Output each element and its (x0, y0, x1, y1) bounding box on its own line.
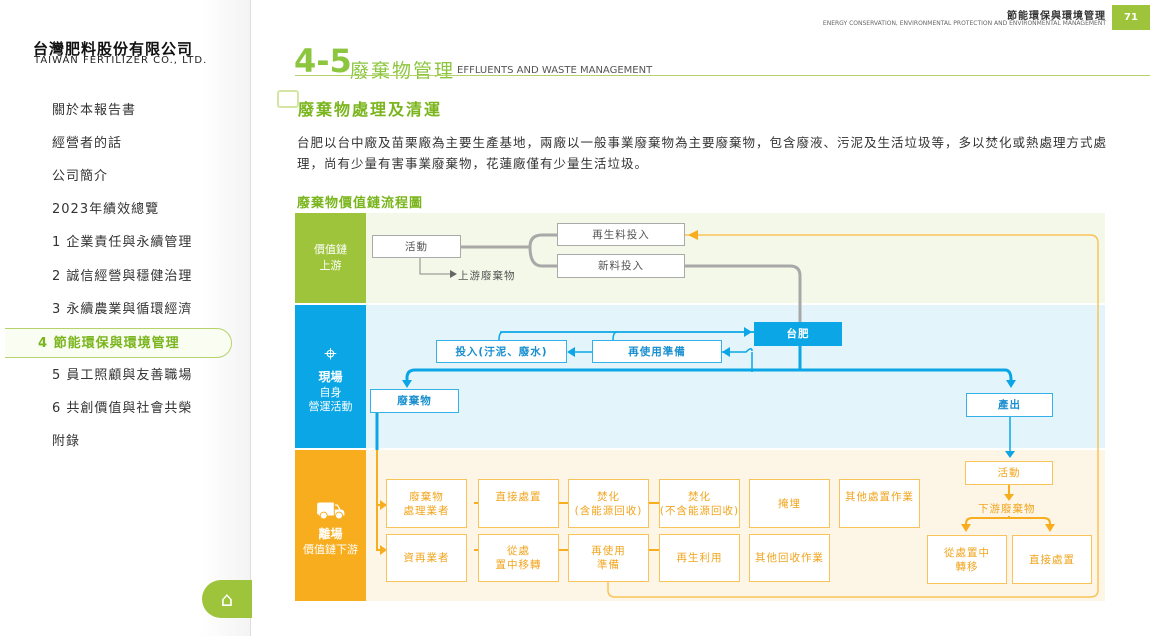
onsite-label-3: 營運活動 (308, 399, 353, 413)
header-section-en: ENERGY CONSERVATION, ENVIRONMENTAL PROTE… (822, 20, 1106, 27)
page-title: 廢棄物管理 (350, 60, 456, 82)
downstream-label: ⛟ 離場 價值鏈下游 (295, 450, 366, 601)
body-paragraph: 台肥以台中廠及苗栗廠為主要生產基地，兩廠以一般事業廢棄物為主要廢棄物，包含廢液、… (297, 135, 1108, 171)
disposal-box: 焚化 (含能源回收) (568, 479, 649, 528)
disposal-box: 其他處置作業 (839, 479, 920, 528)
sidebar-item[interactable]: 2023年績效總覽 (52, 202, 160, 218)
sidebar-item[interactable]: 1 企業責任與永續管理 (52, 235, 193, 251)
logo-chinese: 台灣肥料股份有限公司 (33, 40, 194, 58)
onsite-label-1: 現場 (318, 369, 343, 384)
onsite-input-box: 投入(汙泥、廢水) (436, 340, 567, 363)
page-title-en: EFFLUENTS AND WASTE MANAGEMENT (457, 65, 653, 76)
reuse-prep-box: 再使用準備 (592, 340, 722, 363)
new-input-box: 新料投入 (557, 254, 685, 278)
downstream-activity-box: 活動 (965, 461, 1053, 485)
direct-disposal-box: 直接處置 (1012, 535, 1092, 584)
sidebar (0, 0, 251, 636)
upstream-activity-box: 活動 (372, 235, 461, 258)
logo-english: TAIWAN FERTILIZER CO., LTD. (34, 55, 208, 66)
sidebar-item[interactable]: 經營者的話 (52, 136, 123, 152)
disposal-box: 焚化 (不含能源回收) (659, 479, 740, 528)
title-divider (295, 75, 1150, 76)
upstream-waste-label: 上游廢棄物 (458, 270, 516, 282)
onsite-band (295, 305, 1105, 448)
upstream-label-1: 價值鏈 (314, 243, 347, 256)
page-number: 71 (1112, 5, 1150, 30)
diverted-box: 從處置中 轉移 (927, 535, 1007, 584)
sidebar-item[interactable]: 6 共創價值與社會共榮 (52, 400, 193, 416)
upstream-label: 價值鏈 上游 (295, 213, 366, 303)
map-pin-icon: ⌖ (324, 341, 337, 367)
company-box: 台肥 (754, 322, 842, 346)
recovery-box: 資再業者 (386, 534, 467, 582)
output-box: 產出 (966, 393, 1053, 417)
disposal-box: 廢棄物 處理業者 (386, 479, 467, 528)
recovery-box: 再生利用 (659, 534, 740, 582)
truck-icon (277, 90, 299, 108)
figure-title: 廢棄物價值鏈流程圖 (297, 196, 424, 211)
onsite-waste-box: 廢棄物 (370, 389, 459, 413)
home-button[interactable]: ⌂ (202, 580, 252, 618)
downstream-label-2: 價值鏈下游 (303, 542, 358, 556)
sidebar-item[interactable]: 附錄 (52, 434, 81, 449)
header-section-cn: 節能環保與環境管理 (1007, 11, 1106, 22)
onsite-label-2: 自身 (319, 385, 342, 399)
onsite-label: ⌖ 現場 自身 營運活動 (295, 305, 366, 448)
sidebar-item[interactable]: 5 員工照顧與友善職場 (52, 367, 193, 383)
recycled-input-box: 再生料投入 (557, 223, 685, 246)
sidebar-item[interactable]: 4 節能環保與環境管理 (5, 327, 232, 358)
disposal-box: 掩埋 (749, 479, 830, 528)
sidebar-item[interactable]: 關於本報告書 (52, 103, 137, 118)
disposal-box: 直接處置 (478, 479, 559, 528)
home-icon: ⌂ (220, 587, 234, 611)
upstream-band (295, 213, 1105, 303)
section-subtitle: 廢棄物處理及清運 (298, 100, 443, 119)
sidebar-item[interactable]: 公司簡介 (52, 169, 109, 185)
recovery-box: 再使用 準備 (568, 534, 649, 582)
sidebar-item[interactable]: 2 誠信經營與穩健治理 (52, 268, 193, 284)
downstream-waste-label: 下游廢棄物 (978, 501, 1036, 516)
upstream-label-2: 上游 (319, 259, 342, 272)
sidebar-item[interactable]: 3 永續農業與循環經濟 (52, 301, 193, 317)
downstream-label-1: 離場 (318, 526, 343, 541)
section-number: 4-5 (294, 42, 352, 80)
recovery-box: 其他回收作業 (749, 534, 830, 582)
recovery-box: 從處 置中移轉 (478, 534, 559, 582)
truck-icon: ⛟ (315, 495, 346, 524)
